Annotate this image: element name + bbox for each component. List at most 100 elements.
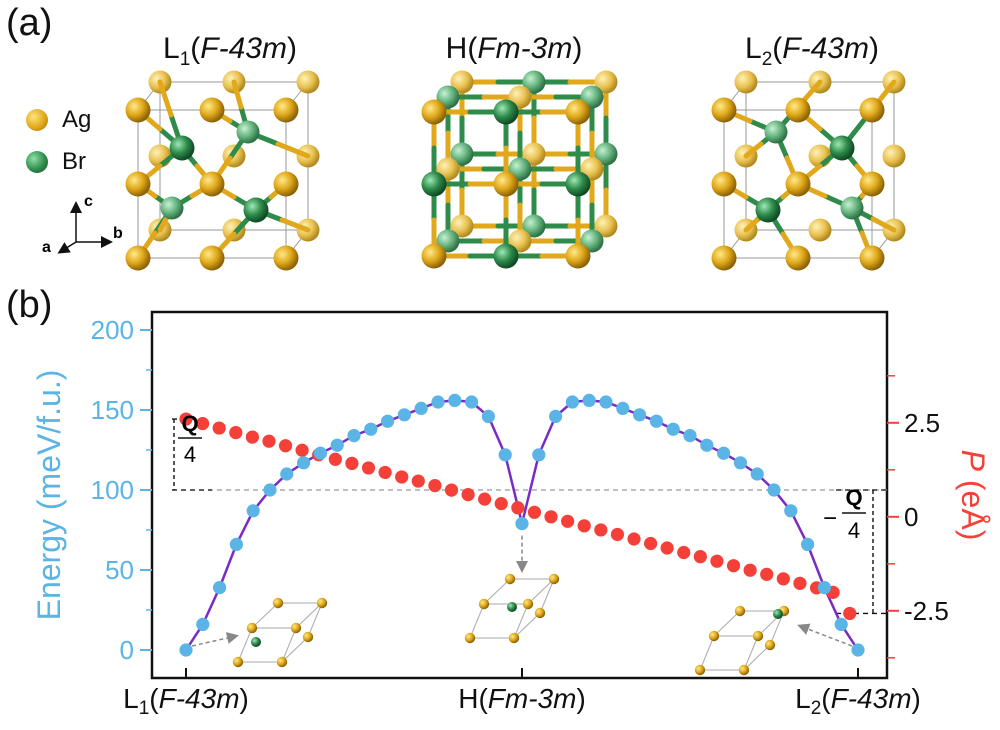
mini-unit-cell — [464, 573, 560, 644]
ag-atom — [273, 171, 299, 197]
ag-atom — [504, 573, 516, 585]
energy-point — [448, 393, 462, 407]
ag-atom — [785, 171, 811, 197]
br-atom — [522, 214, 546, 238]
ag-atom — [232, 656, 244, 668]
ag-atom — [565, 243, 591, 269]
polarization-point — [776, 572, 790, 586]
energy-point — [565, 395, 580, 409]
polarization-point — [677, 545, 691, 560]
ag-atom — [316, 597, 328, 609]
ag-atom — [273, 97, 299, 123]
ag-atom — [764, 639, 776, 651]
energy-point — [683, 429, 697, 443]
br-atom — [236, 120, 260, 144]
polarization-point — [660, 541, 674, 555]
polarization-point — [793, 576, 807, 590]
zincblende-cell — [125, 70, 320, 271]
path-axis: L1(F-43m) H(Fm-3m) L2(F-43m) — [123, 668, 921, 719]
ag-atom — [296, 70, 320, 94]
br-atom — [169, 135, 195, 161]
polarization-axis: 2.5 0 -2.5 — [887, 375, 949, 659]
polarization-point — [345, 456, 359, 471]
q-over-4-annotation: Q 4 — [178, 411, 202, 467]
polarization-tick-label: 2.5 — [904, 408, 940, 438]
energy-point — [498, 448, 512, 462]
energy-point — [549, 409, 563, 423]
energy-point — [364, 422, 378, 436]
polarization-unit: (eÅ) — [955, 471, 991, 540]
energy-tick-label: 200 — [91, 315, 134, 345]
energy-point — [465, 395, 479, 409]
plot-frame — [150, 310, 889, 680]
br-atom — [522, 70, 546, 94]
energy-point — [616, 401, 630, 415]
structure-title-h: H(Fm-3m) — [445, 32, 583, 65]
ag-atom — [711, 245, 737, 271]
polarization-point — [726, 559, 741, 573]
energy-point — [179, 643, 193, 657]
ag-atom — [708, 630, 720, 642]
polarization-point — [478, 492, 492, 506]
zincblende-cell — [711, 70, 906, 271]
polarization-point — [710, 554, 724, 568]
br-atom — [565, 171, 591, 197]
ag-atom — [785, 97, 811, 123]
polarization-axis-title: P (eÅ) — [955, 450, 991, 541]
energy-point — [515, 517, 529, 531]
legend-item-br: Br — [26, 148, 86, 176]
ag-atom — [711, 97, 737, 123]
minus-q-over-4-annotation: − Q 4 — [823, 485, 866, 543]
energy-point — [313, 446, 327, 460]
ag-atom — [734, 70, 758, 94]
ag-atom — [711, 171, 737, 197]
mini-unit-cell — [232, 597, 328, 668]
energy-point — [297, 456, 311, 470]
br-atom — [773, 609, 783, 619]
polarization-symbol: P — [955, 450, 991, 472]
br-atom — [493, 243, 519, 269]
panel-a-label: (a) — [6, 2, 53, 44]
energy-point — [801, 537, 815, 552]
ag-atom — [594, 70, 618, 94]
polarization-point — [378, 465, 392, 480]
br-atom-icon — [26, 151, 48, 173]
energy-point — [397, 408, 411, 422]
polarization-point — [212, 421, 226, 435]
structure-title-l1: L1(F-43m) — [163, 32, 297, 70]
ag-atom — [125, 171, 151, 197]
structure-title-l2: L2(F-43m) — [745, 32, 879, 70]
polarization-point — [743, 563, 757, 577]
polarization-point — [760, 567, 774, 581]
polarization-point — [644, 536, 658, 551]
ag-atom — [508, 632, 520, 644]
polarization-point — [511, 501, 525, 515]
ag-atom — [882, 144, 906, 168]
energy-point — [784, 504, 798, 518]
mini-structures — [232, 573, 790, 676]
panel-b-label: (b) — [6, 284, 53, 326]
energy-point — [767, 483, 781, 497]
ag-atom — [522, 142, 546, 166]
path-tick-label: L1(F-43m) — [123, 683, 249, 719]
legend-label-br: Br — [62, 148, 86, 175]
ag-atom — [125, 245, 151, 271]
polarization-point — [627, 532, 641, 546]
polarization-point — [179, 412, 193, 426]
ag-atom — [785, 245, 811, 271]
ag-atom — [859, 171, 885, 197]
br-atom — [594, 142, 618, 166]
energy-point — [280, 467, 294, 481]
energy-point — [229, 537, 243, 552]
energy-point — [649, 414, 664, 428]
energy-point — [213, 581, 227, 595]
energy-point — [347, 429, 361, 443]
energy-point — [431, 395, 445, 409]
mini-unit-cell — [694, 605, 790, 676]
polarization-point — [843, 606, 857, 621]
energy-point — [599, 395, 613, 409]
polarization-point — [278, 439, 293, 453]
legend-label-ag: Ag — [62, 106, 92, 133]
ag-atom — [272, 597, 284, 609]
